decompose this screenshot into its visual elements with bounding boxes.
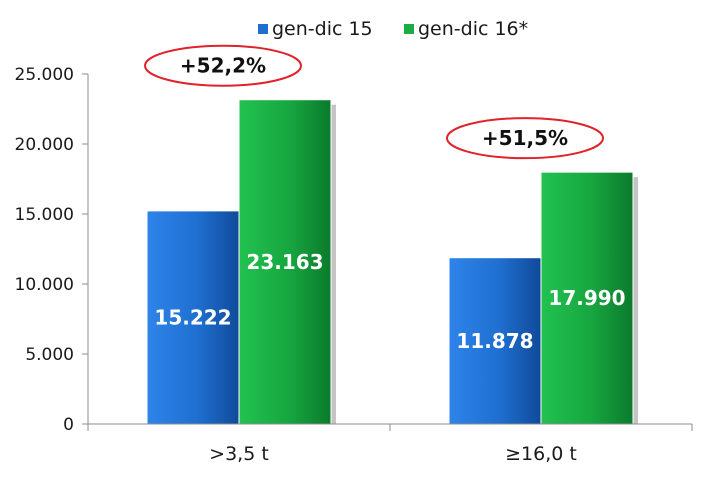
annotation-ellipse	[446, 117, 604, 160]
legend-label-series-2: gen-dic 16*	[418, 18, 529, 40]
bar-gen-dic-15	[146, 210, 240, 425]
x-category-label: ≥16,0 t	[505, 443, 577, 465]
x-category-label: >3,5 t	[209, 443, 269, 465]
y-tick-label: 20.000	[15, 135, 74, 155]
legend-swatch-green	[404, 24, 414, 34]
y-tick-label: 25.000	[15, 65, 74, 85]
bar-value-label: 11.878	[456, 329, 533, 353]
annotation-ellipse	[144, 44, 302, 87]
legend-series-1: gen-dic 15	[258, 16, 373, 42]
legend-swatch-blue	[258, 24, 268, 34]
y-tick-label: 0	[63, 415, 74, 435]
bar-value-label: 23.163	[246, 250, 323, 274]
bar-value-label: 15.222	[154, 305, 231, 329]
bar-gen-dic-16	[540, 171, 634, 425]
legend-label-series-1: gen-dic 15	[272, 18, 373, 40]
y-tick-label: 10.000	[15, 275, 74, 295]
legend-series-2: gen-dic 16*	[404, 16, 528, 42]
y-tick-label: 15.000	[15, 205, 74, 225]
annotation-label: +51,5%	[482, 126, 568, 150]
bar-value-label: 17.990	[548, 286, 625, 310]
y-tick-label: 5.000	[25, 345, 74, 365]
annotation-label: +52,2%	[180, 54, 266, 78]
